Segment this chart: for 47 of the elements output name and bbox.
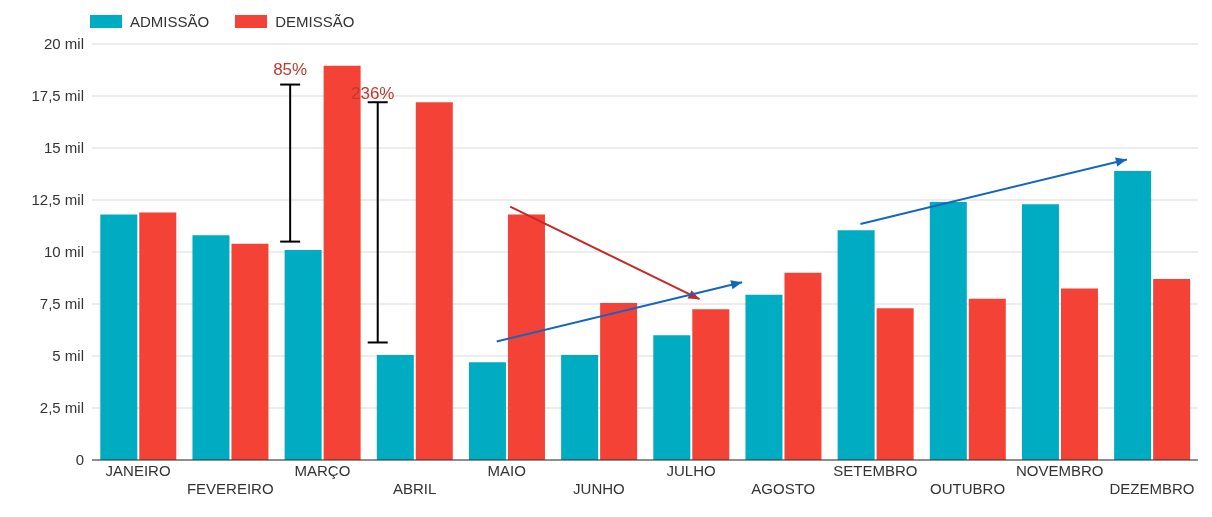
y-tick-label: 15 mil: [43, 139, 84, 157]
x-tick-label: JANEIRO: [105, 462, 171, 479]
y-tick-label: 20 mil: [43, 35, 84, 53]
y-tick-label: 12,5 mil: [31, 191, 84, 209]
y-tick-label: 17,5 mil: [31, 87, 84, 105]
x-tick-label: SETEMBRO: [833, 462, 918, 479]
bar: [468, 362, 506, 460]
bar: [284, 249, 322, 460]
x-tick-label: OUTUBRO: [930, 480, 1006, 497]
annotation: 85%: [273, 59, 308, 79]
bar: [968, 298, 1006, 460]
bar: [784, 272, 822, 460]
y-tick-label: 2,5 mil: [39, 399, 84, 417]
bar: [929, 202, 967, 460]
bar: [1114, 170, 1152, 460]
bar: [231, 243, 269, 460]
bar: [653, 335, 691, 460]
legend-label: ADMISSÃO: [130, 12, 210, 30]
bar: [745, 294, 783, 460]
bar: [600, 302, 638, 460]
x-tick-label: MAIO: [487, 462, 526, 479]
bar: [692, 309, 730, 460]
x-tick-label: FEVEREIRO: [186, 480, 274, 497]
x-tick-label: DEZEMBRO: [1109, 480, 1195, 497]
bar: [561, 354, 599, 460]
bar: [507, 214, 545, 460]
bar: [837, 230, 875, 460]
x-tick-label: MARÇO: [294, 462, 351, 479]
bar: [139, 212, 177, 460]
bar: [192, 235, 230, 460]
bar: [1153, 279, 1191, 460]
y-tick-label: 0: [75, 451, 84, 469]
legend-label: DEMISSÃO: [275, 12, 355, 30]
x-tick-label: AGOSTO: [751, 480, 816, 497]
bar: [876, 308, 914, 460]
bar: [415, 102, 453, 460]
x-tick-label: ABRIL: [392, 480, 437, 497]
bar: [1021, 204, 1059, 460]
bar: [376, 354, 414, 460]
x-tick-label: JUNHO: [573, 480, 625, 497]
bar: [100, 214, 138, 460]
x-tick-label: NOVEMBRO: [1015, 462, 1104, 479]
x-tick-label: JULHO: [666, 462, 716, 479]
bar: [1060, 288, 1098, 460]
y-tick-label: 7,5 mil: [39, 295, 84, 313]
y-tick-label: 5 mil: [52, 347, 84, 365]
y-tick-label: 10 mil: [43, 243, 84, 261]
